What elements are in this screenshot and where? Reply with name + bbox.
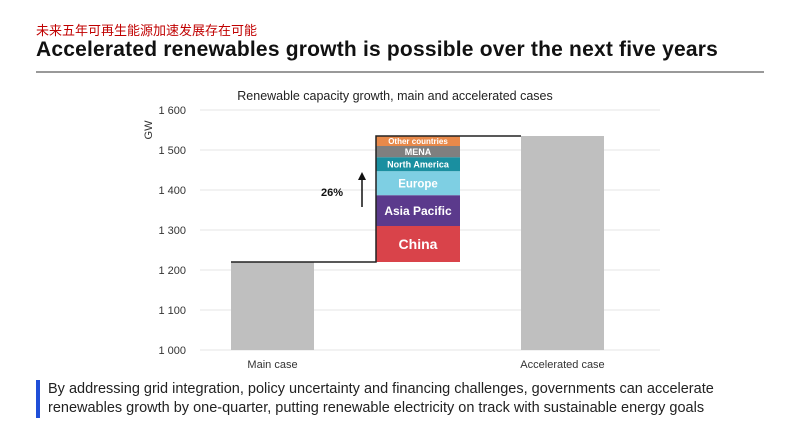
chart-title: Renewable capacity growth, main and acce… [237,89,552,103]
y-tick-label: 1 500 [158,145,186,157]
y-tick-label: 1 600 [158,105,186,117]
y-tick-label: 1 000 [158,345,186,357]
increment-label: 26% [321,187,343,199]
y-tick-label: 1 400 [158,185,186,197]
y-tick-label: 1 300 [158,225,186,237]
title-divider [36,71,764,73]
y-tick-label: 1 100 [158,305,186,317]
chart: Renewable capacity growth, main and acce… [143,89,660,371]
footer-note: By addressing grid integration, policy u… [36,380,788,418]
stack-segment-asia-pacific [376,195,460,226]
x-tick-label: Main case [247,359,297,371]
segment-label: Asia Pacific [384,204,452,218]
bar-accelerated-case [521,136,604,350]
page-title: Accelerated renewables growth is possibl… [36,38,718,61]
stack-segment-china [376,226,460,262]
connector-line [231,135,521,263]
segment-label: Europe [398,178,438,190]
y-tick-label: 1 200 [158,265,186,277]
segment-label: North America [387,159,450,169]
segment-label: China [399,236,438,252]
stack-segment-north-america [376,157,460,172]
stack-segment-mena [376,146,460,158]
bar-main-case [231,262,314,350]
stack-segment-europe [376,171,460,196]
segment-label: Other countries [388,137,448,146]
arrow-head-icon [358,172,366,180]
x-tick-label: Accelerated case [520,359,604,371]
stack-segment-other-countries [376,136,460,146]
y-axis-label: GW [143,120,155,140]
chinese-subtitle: 未来五年可再生能源加速发展存在可能 [36,24,258,39]
segment-label: MENA [405,147,432,157]
